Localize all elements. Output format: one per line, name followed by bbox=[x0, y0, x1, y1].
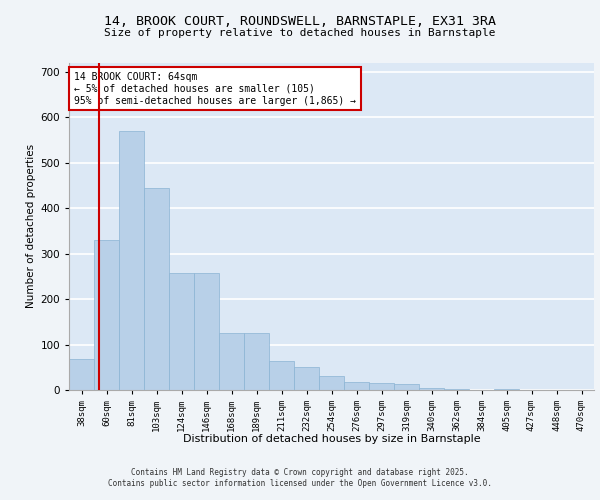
Bar bbox=[369, 383, 394, 390]
Bar bbox=[294, 368, 319, 390]
Text: Contains HM Land Registry data © Crown copyright and database right 2025.
Contai: Contains HM Land Registry data © Crown c… bbox=[108, 468, 492, 487]
Bar bbox=[444, 388, 469, 390]
Bar bbox=[269, 362, 294, 390]
X-axis label: Distribution of detached houses by size in Barnstaple: Distribution of detached houses by size … bbox=[182, 434, 481, 444]
Text: Size of property relative to detached houses in Barnstaple: Size of property relative to detached ho… bbox=[104, 28, 496, 38]
Bar bbox=[419, 388, 444, 390]
Text: 14 BROOK COURT: 64sqm
← 5% of detached houses are smaller (105)
95% of semi-deta: 14 BROOK COURT: 64sqm ← 5% of detached h… bbox=[74, 72, 356, 106]
Y-axis label: Number of detached properties: Number of detached properties bbox=[26, 144, 36, 308]
Bar bbox=[319, 376, 344, 390]
Bar bbox=[119, 130, 144, 390]
Bar bbox=[194, 272, 219, 390]
Bar bbox=[219, 333, 244, 390]
Bar bbox=[169, 272, 194, 390]
Bar bbox=[394, 384, 419, 390]
Bar bbox=[144, 188, 169, 390]
Bar bbox=[69, 359, 94, 390]
Bar bbox=[344, 382, 369, 390]
Bar bbox=[494, 389, 519, 390]
Text: 14, BROOK COURT, ROUNDSWELL, BARNSTAPLE, EX31 3RA: 14, BROOK COURT, ROUNDSWELL, BARNSTAPLE,… bbox=[104, 15, 496, 28]
Bar bbox=[94, 240, 119, 390]
Bar bbox=[244, 333, 269, 390]
